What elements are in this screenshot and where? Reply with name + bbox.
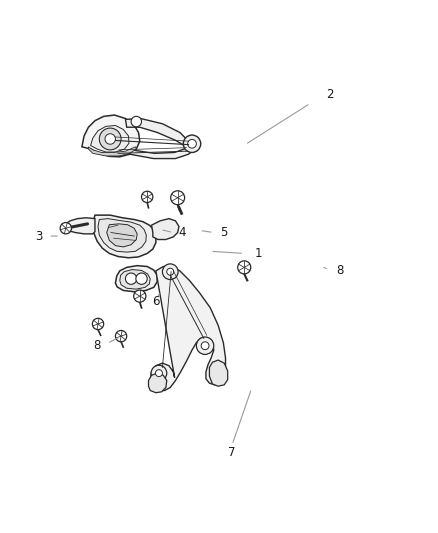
Polygon shape <box>91 125 129 152</box>
Circle shape <box>141 191 153 203</box>
Circle shape <box>134 290 146 302</box>
Circle shape <box>184 135 201 152</box>
Text: 7: 7 <box>228 446 236 459</box>
Circle shape <box>162 264 178 279</box>
Text: 4: 4 <box>178 226 186 239</box>
Polygon shape <box>148 373 167 393</box>
Circle shape <box>125 273 137 284</box>
Polygon shape <box>93 215 156 258</box>
Circle shape <box>99 128 121 150</box>
Circle shape <box>105 134 116 144</box>
Polygon shape <box>107 224 137 247</box>
Polygon shape <box>82 115 140 157</box>
Text: 8: 8 <box>336 264 344 277</box>
Circle shape <box>171 191 185 205</box>
Text: 6: 6 <box>152 295 159 308</box>
Circle shape <box>151 365 167 381</box>
Polygon shape <box>150 266 226 391</box>
Text: 5: 5 <box>220 226 227 239</box>
Text: 2: 2 <box>326 88 334 101</box>
Circle shape <box>131 116 141 127</box>
Polygon shape <box>209 360 228 386</box>
Circle shape <box>116 330 127 342</box>
Text: 3: 3 <box>35 230 42 243</box>
Polygon shape <box>116 265 157 292</box>
Text: 1: 1 <box>254 247 262 260</box>
Circle shape <box>196 337 214 354</box>
Polygon shape <box>125 118 188 146</box>
Polygon shape <box>120 270 150 289</box>
Circle shape <box>60 223 71 234</box>
Circle shape <box>238 261 251 274</box>
Polygon shape <box>66 218 95 234</box>
Circle shape <box>155 370 162 377</box>
Circle shape <box>201 342 209 350</box>
Text: 8: 8 <box>93 339 101 352</box>
Polygon shape <box>98 219 146 252</box>
Circle shape <box>92 318 104 329</box>
Circle shape <box>167 268 174 275</box>
Circle shape <box>136 273 147 284</box>
Polygon shape <box>152 219 179 239</box>
Polygon shape <box>130 144 195 158</box>
Circle shape <box>187 140 196 148</box>
Polygon shape <box>88 147 136 156</box>
